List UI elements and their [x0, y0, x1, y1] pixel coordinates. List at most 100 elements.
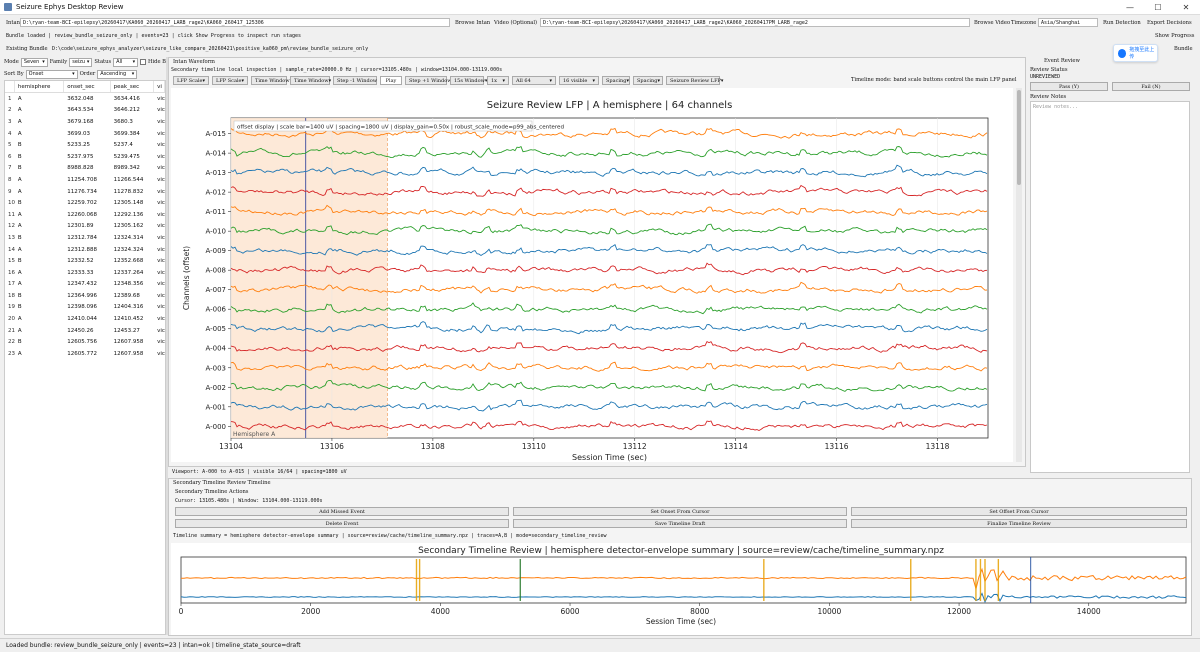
sort-select[interactable]: Onset ▾ [25, 69, 78, 79]
video-path-input[interactable]: D:\ryan-team-BCI-epilepsy\20260417\KA060… [540, 18, 970, 27]
control-seizure-review-lfp-13[interactable]: Seizure Review LFP ▾ [666, 76, 723, 85]
y-axis-label: Channels (offset) [182, 246, 191, 310]
y-tick-label: A-011 [205, 208, 226, 216]
table-cell: 5233.25 [67, 142, 91, 149]
existing-bundle-path[interactable]: D:\code\seizure_ephys_analyzer\seizure_l… [52, 45, 369, 52]
table-row[interactable]: 8 A 11254.708 11266.544 vic [5, 174, 165, 186]
lfp-chart[interactable]: 13104 13106 13108 13110 13112 13114 13116 13118… [171, 88, 1013, 470]
run-detection-button[interactable]: Run Detection [1103, 19, 1141, 26]
table-cell: 12398.096 [67, 304, 98, 311]
hide-checkbox[interactable] [140, 59, 146, 65]
table-row[interactable]: 14 A 12312.888 12324.324 vic [5, 244, 165, 256]
pass-button[interactable]: Pass (Y) [1030, 82, 1108, 91]
timeline-plot-area[interactable]: Secondary Timeline Review | hemisphere d… [171, 543, 1191, 635]
table-row[interactable]: 20 A 12410.044 12410.452 vic [5, 313, 165, 325]
add-missed-event-button[interactable]: Add Missed Event [175, 507, 509, 516]
splitter[interactable] [166, 57, 168, 635]
save-draft-button[interactable]: Save Timeline Draft [513, 519, 847, 528]
table-row[interactable]: 7 B 8988.828 8989.342 vic [5, 163, 165, 175]
table-row[interactable]: 2 A 3643.534 3646.212 vic [5, 105, 165, 117]
table-row[interactable]: 19 B 12398.096 12404.316 vic [5, 302, 165, 314]
table-row[interactable]: 4 A 3699.03 3699.384 vic [5, 128, 165, 140]
control-lfp-scale-1[interactable]: LFP Scale ▾ [212, 76, 248, 85]
order-select[interactable]: Ascending ▾ [97, 69, 138, 79]
column-header[interactable] [5, 81, 15, 92]
control-all-64-9[interactable]: All 64 ▾ [512, 76, 556, 85]
table-cell: A [17, 107, 22, 114]
column-header[interactable]: hemisphere [15, 81, 65, 92]
table-row[interactable]: 5 B 5233.25 5237.4 vic [5, 139, 165, 151]
timeline-group-title: Secondary Timeline Review Timeline [173, 480, 271, 486]
maximize-button[interactable]: ☐ [1154, 2, 1162, 12]
timeline-chart[interactable]: Secondary Timeline Review | hemisphere d… [171, 543, 1191, 635]
table-row[interactable]: 13 B 12312.784 12324.314 vic [5, 232, 165, 244]
column-header[interactable]: vi [154, 81, 165, 92]
bundle-button[interactable]: Bundle [1174, 45, 1193, 52]
table-row[interactable]: 16 A 12333.33 12337.264 vic [5, 267, 165, 279]
control-spacing-12[interactable]: Spacing ▾ [633, 76, 663, 85]
table-row[interactable]: 21 A 12450.26 12453.27 vic [5, 325, 165, 337]
table-row[interactable]: 11 A 12260.068 12292.136 vic [5, 209, 165, 221]
table-row[interactable]: 1 A 3632.048 3634.416 vic [5, 93, 165, 105]
table-cell: 12348.356 [113, 281, 144, 288]
column-header[interactable]: peak_sec [111, 81, 155, 92]
delete-event-button[interactable]: Delete Event [175, 519, 509, 528]
export-decisions-button[interactable]: Export Decisions [1147, 19, 1192, 26]
column-header[interactable]: onset_sec [64, 81, 111, 92]
show-progress-button[interactable]: Show Progress [1155, 32, 1195, 39]
finalize-review-button[interactable]: Finalize Timeline Review [851, 519, 1187, 528]
fail-button[interactable]: Fail (N) [1112, 82, 1190, 91]
intan-path-input[interactable]: D:\ryan-team-BCI-epilepsy\20260417\KA060… [20, 18, 450, 27]
set-onset-button[interactable]: Set Onset From Cursor [513, 507, 847, 516]
scrollbar-thumb[interactable] [1017, 90, 1021, 185]
table-cell: 3 [8, 118, 12, 125]
family-select[interactable]: seizu ▾ [69, 57, 93, 67]
chevron-down-icon: ▾ [202, 77, 206, 84]
table-row[interactable]: 10 B 12259.702 12305.148 vic [5, 197, 165, 209]
y-tick-label: A-015 [205, 130, 226, 138]
control-1x-8[interactable]: 1x ▾ [487, 76, 509, 85]
control-16-visible-10[interactable]: 16 visible ▾ [559, 76, 599, 85]
table-row[interactable]: 9 A 11276.734 11278.832 vic [5, 186, 165, 198]
control-time-window-3[interactable]: Time Window ▾ [290, 76, 331, 85]
control-15s-window-7[interactable]: 15s Window▾ [450, 76, 487, 85]
table-row[interactable]: 23 A 12605.772 12607.958 vic [5, 348, 165, 360]
close-button[interactable]: ✕ [1182, 2, 1190, 12]
review-notes-textarea[interactable]: Review notes... [1030, 101, 1190, 473]
timezone-input[interactable]: Asia/Shanghai [1038, 18, 1098, 27]
control-time-window-2[interactable]: Time Window▾ [251, 76, 292, 85]
set-offset-button[interactable]: Set Offset From Cursor [851, 507, 1187, 516]
upload-badge[interactable]: 拖拽至此上传 [1113, 44, 1158, 62]
status-select[interactable]: All ▾ [113, 57, 139, 67]
control-step-1-window-4[interactable]: Step -1 Window [333, 76, 377, 85]
control-lfp-scale-0[interactable]: LFP Scale ▾ [173, 76, 209, 85]
table-row[interactable]: 3 A 3679.168 3680.3 vic [5, 116, 165, 128]
mode-select[interactable]: Seven ▾ [20, 57, 48, 67]
timeline-x-tick-label: 14000 [1077, 607, 1101, 616]
table-cell: A [17, 269, 22, 276]
table-cell: vic [157, 269, 165, 276]
lfp-plot-area[interactable]: 13104 13106 13108 13110 13112 13114 13116 13118… [171, 88, 1013, 470]
table-row[interactable]: 17 A 12347.432 12348.356 vic [5, 279, 165, 291]
table-cell: 3699.384 [113, 130, 140, 137]
waveform-scrollbar[interactable] [1016, 88, 1022, 462]
minimize-button[interactable]: — [1126, 2, 1134, 12]
table-row[interactable]: 15 B 12332.52 12352.668 vic [5, 255, 165, 267]
table-row[interactable]: 22 B 12605.756 12607.958 vic [5, 336, 165, 348]
cloud-icon [1118, 48, 1127, 58]
table-cell: 12292.136 [113, 211, 144, 218]
y-tick-label: A-004 [205, 345, 226, 353]
browse-intan-button[interactable]: Browse Intan [455, 19, 491, 26]
y-tick-label: A-006 [205, 306, 226, 314]
table-row[interactable]: 12 A 12301.89 12305.162 vic [5, 221, 165, 233]
browse-video-button[interactable]: Browse Video [974, 19, 1011, 26]
chevron-down-icon: ▾ [241, 77, 245, 84]
x-axis-label: Session Time (sec) [572, 453, 647, 462]
table-row[interactable]: 6 B 5237.975 5239.475 vic [5, 151, 165, 163]
control-play-5[interactable]: Play [380, 76, 402, 85]
table-row[interactable]: 18 B 12364.996 12389.68 vic [5, 290, 165, 302]
control-spacing-11[interactable]: Spacing ▾ [602, 76, 630, 85]
control-step-1-window-6[interactable]: Step +1 Window [405, 76, 452, 85]
timeline-mode-text: Timeline mode: band scale buttons contro… [851, 77, 1017, 83]
event-table[interactable]: hemisphere onset_sec peak_sec vi 1 A 3632.… [4, 80, 166, 635]
